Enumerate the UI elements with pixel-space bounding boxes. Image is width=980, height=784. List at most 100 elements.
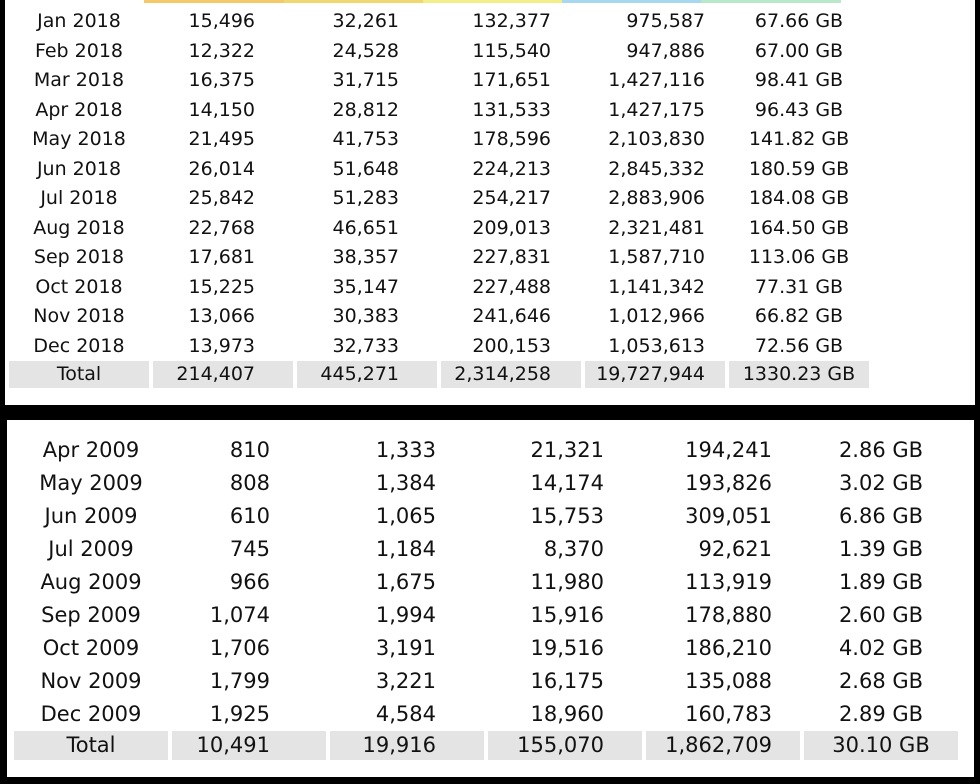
pages-cell: 171,651	[472, 69, 551, 91]
total-hits: 19,727,944	[585, 361, 725, 388]
visits-cell: 3,191	[375, 636, 436, 660]
unique-visitors-cell: 21,495	[188, 128, 255, 150]
bottom-stats-panel: Apr 2009 810 1,333 21,321 194,241 2.86 GB May …	[7, 420, 974, 777]
top-stats-panel: Jan 2018 15,496 32,261 132,377 975,587 67.66 …	[5, 0, 975, 405]
pages-cell: 21,321	[530, 438, 604, 462]
visits-cell: 35,147	[332, 275, 399, 298]
month-cell: Nov 2009	[40, 669, 142, 693]
strip-segment	[701, 0, 841, 3]
bandwidth-cell: 2.89 GB	[838, 702, 924, 726]
bandwidth-cell: 2.60 GB	[838, 603, 924, 627]
total-label: Total	[14, 731, 168, 760]
table-row: Oct 2018 15,225 35,147 227,488 1,141,342 77.3…	[9, 273, 869, 303]
month-cell: May 2009	[39, 471, 143, 495]
bandwidth-cell: 77.31 GB	[754, 275, 844, 298]
month-cell: Apr 2009	[42, 438, 140, 462]
table-row: Apr 2018 14,150 28,812 131,533 1,427,175 96.4…	[9, 96, 869, 126]
visits-cell: 1,384	[375, 471, 436, 495]
month-cell: Feb 2018	[34, 39, 124, 62]
bandwidth-cell: 4.02 GB	[838, 636, 924, 660]
visits-cell: 41,753	[332, 128, 399, 150]
top-stats-table: Jan 2018 15,496 32,261 132,377 975,587 67.66 …	[5, 7, 873, 388]
bandwidth-cell: 3.02 GB	[838, 471, 924, 495]
total-bandwidth: 1330.23 GB	[729, 361, 869, 388]
table-row: May 2018 21,495 41,753 178,596 2,103,830 141.…	[9, 125, 869, 155]
unique-visitors-cell: 808	[229, 471, 270, 495]
visits-cell: 24,528	[332, 39, 399, 62]
hits-cell: 2,321,481	[608, 216, 705, 239]
month-cell: Nov 2018	[33, 305, 125, 327]
hits-cell: 160,783	[685, 702, 772, 726]
pages-cell: 15,753	[530, 504, 604, 528]
total-row: Total 10,491 19,916 155,070 1,862,709 30.10 G…	[14, 731, 958, 760]
strip-segment	[422, 0, 563, 3]
total-visits: 19,916	[330, 731, 484, 760]
unique-visitors-cell: 26,014	[188, 157, 255, 180]
pages-cell: 115,540	[472, 39, 551, 62]
bottom-stats-table: Apr 2009 810 1,333 21,321 194,241 2.86 GB May …	[10, 434, 962, 760]
strip-segment	[283, 0, 423, 3]
pages-cell: 227,488	[472, 275, 551, 298]
table-row: Nov 2018 13,066 30,383 241,646 1,012,966 66.8…	[9, 302, 869, 332]
unique-visitors-cell: 17,681	[188, 246, 255, 268]
month-cell: Dec 2009	[40, 702, 142, 726]
unique-visitors-cell: 610	[229, 504, 270, 528]
visits-cell: 31,715	[332, 69, 399, 91]
bandwidth-cell: 1.89 GB	[838, 570, 924, 594]
hits-cell: 2,103,830	[608, 128, 705, 150]
visits-cell: 28,812	[332, 98, 399, 121]
visits-cell: 30,383	[332, 305, 399, 327]
unique-visitors-cell: 15,225	[188, 275, 255, 298]
pages-cell: 131,533	[472, 98, 551, 121]
unique-visitors-cell: 15,496	[188, 10, 255, 32]
bandwidth-cell: 96.43 GB	[754, 98, 844, 121]
visits-cell: 1,675	[375, 570, 436, 594]
pages-cell: 241,646	[472, 305, 551, 327]
table-row: Dec 2009 1,925 4,584 18,960 160,783 2.89 GB	[14, 698, 958, 731]
visits-cell: 1,333	[375, 438, 436, 462]
unique-visitors-cell: 1,074	[209, 603, 270, 627]
table-row: Aug 2018 22,768 46,651 209,013 2,321,481 164.…	[9, 214, 869, 244]
table-row: Oct 2009 1,706 3,191 19,516 186,210 4.02 GB	[14, 632, 958, 665]
unique-visitors-cell: 810	[229, 438, 270, 462]
table-row: Apr 2009 810 1,333 21,321 194,241 2.86 GB	[14, 434, 958, 467]
total-unique-visitors: 10,491	[172, 731, 326, 760]
bandwidth-cell: 164.50 GB	[748, 216, 850, 239]
month-cell: Oct 2009	[42, 636, 140, 660]
bandwidth-cell: 184.08 GB	[748, 187, 850, 209]
bandwidth-cell: 113.06 GB	[748, 246, 850, 268]
hits-cell: 1,053,613	[608, 334, 705, 357]
table-row: Jul 2018 25,842 51,283 254,217 2,883,906 184.…	[9, 184, 869, 214]
hits-cell: 1,427,116	[608, 69, 705, 91]
unique-visitors-cell: 25,842	[188, 187, 255, 209]
visits-cell: 1,184	[375, 537, 436, 561]
pages-cell: 227,831	[472, 246, 551, 268]
bandwidth-cell: 98.41 GB	[754, 69, 844, 91]
table-row: Aug 2009 966 1,675 11,980 113,919 1.89 GB	[14, 566, 958, 599]
hits-cell: 113,919	[685, 570, 772, 594]
bandwidth-cell: 180.59 GB	[748, 157, 850, 180]
pages-cell: 16,175	[530, 669, 604, 693]
table-row: Dec 2018 13,973 32,733 200,153 1,053,613 72.5…	[9, 332, 869, 362]
pages-cell: 8,370	[543, 537, 604, 561]
unique-visitors-cell: 1,706	[209, 636, 270, 660]
pages-cell: 254,217	[472, 187, 551, 209]
pages-cell: 19,516	[530, 636, 604, 660]
unique-visitors-cell: 966	[229, 570, 270, 594]
visits-cell: 4,584	[375, 702, 436, 726]
hits-cell: 309,051	[685, 504, 772, 528]
table-row: Jan 2018 15,496 32,261 132,377 975,587 67.66 …	[9, 7, 869, 37]
total-visits: 445,271	[297, 361, 437, 388]
total-row: Total 214,407 445,271 2,314,258 19,727,944 13…	[9, 361, 869, 388]
hits-cell: 1,587,710	[608, 246, 705, 268]
month-cell: Sep 2018	[33, 246, 125, 268]
header-color-strip	[5, 0, 975, 3]
month-cell: Jun 2009	[44, 504, 138, 528]
pages-cell: 14,174	[530, 471, 604, 495]
hits-cell: 2,845,332	[608, 157, 705, 180]
bandwidth-cell: 1.39 GB	[838, 537, 924, 561]
hits-cell: 1,427,175	[608, 98, 705, 121]
table-row: Sep 2009 1,074 1,994 15,916 178,880 2.60 GB	[14, 599, 958, 632]
month-cell: Dec 2018	[33, 334, 125, 357]
table-row: Sep 2018 17,681 38,357 227,831 1,587,710 113.…	[9, 243, 869, 273]
